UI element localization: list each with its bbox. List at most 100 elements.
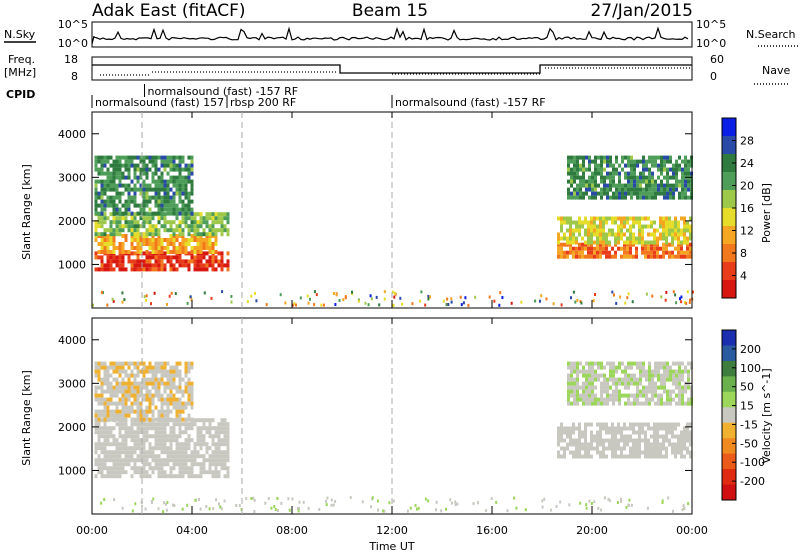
heatmap-cell: [169, 393, 173, 398]
heatmap-cell: [124, 211, 128, 216]
heatmap-cell: [154, 381, 158, 386]
heatmap-cell: [163, 442, 167, 447]
heatmap-cell: [109, 426, 113, 431]
heatmap-cell: [590, 216, 593, 221]
heatmap-cell: [103, 155, 107, 160]
colorbar-swatch: [722, 136, 736, 155]
heatmap-cell: [588, 175, 591, 180]
heatmap-speck: [592, 299, 595, 303]
heatmap-cell: [642, 361, 645, 366]
heatmap-cell: [223, 430, 227, 435]
heatmap-cell: [118, 466, 122, 471]
heatmap-speck: [607, 497, 610, 501]
heatmap-cell: [190, 238, 194, 242]
heatmap-cell: [175, 397, 179, 402]
heatmap-cell: [187, 434, 191, 439]
heatmap-speck: [687, 502, 690, 506]
heatmap-cell: [211, 462, 215, 467]
heatmap-cell: [148, 195, 152, 200]
heatmap-cell: [615, 159, 618, 164]
heatmap-cell: [163, 385, 167, 390]
heatmap-cell: [109, 373, 113, 378]
heatmap-cell: [633, 187, 636, 192]
heatmap-cell: [172, 250, 176, 254]
heatmap-cell: [178, 389, 182, 394]
heatmap-cell: [106, 470, 110, 475]
heatmap-cell: [202, 267, 206, 272]
heatmap-cell: [596, 250, 599, 255]
heatmap-cell: [103, 434, 107, 439]
heatmap-cell: [226, 430, 230, 435]
heatmap-cell: [596, 242, 599, 247]
heatmap-speck: [451, 501, 453, 505]
heatmap-cell: [584, 430, 587, 435]
heatmap-cell: [130, 446, 134, 451]
heatmap-cell: [109, 220, 113, 225]
heatmap-speck: [371, 496, 374, 500]
heatmap-cell: [154, 228, 158, 233]
heatmap-cell: [127, 385, 131, 390]
heatmap-cell: [151, 470, 155, 475]
heatmap-cell: [584, 438, 587, 443]
heatmap-cell: [669, 401, 672, 406]
heatmap-cell: [578, 246, 581, 251]
heatmap-cell: [653, 446, 656, 451]
heatmap-cell: [663, 401, 666, 406]
heatmap-cell: [597, 167, 600, 172]
heatmap-cell: [151, 246, 155, 250]
heatmap-cell: [627, 373, 630, 378]
heatmap-cell: [220, 426, 224, 431]
heatmap-cell: [124, 381, 128, 386]
heatmap-speck: [429, 295, 432, 299]
heatmap-cell: [109, 187, 113, 192]
heatmap-speck: [165, 502, 167, 506]
heatmap-cell: [184, 220, 188, 225]
heatmap-cell: [148, 361, 152, 366]
heatmap-cell: [632, 240, 635, 245]
colorbar-swatch: [722, 280, 736, 299]
heatmap-cell: [106, 369, 110, 374]
heatmap-cell: [657, 369, 660, 374]
heatmap-cell: [605, 236, 608, 241]
heatmap-cell: [576, 159, 579, 164]
heatmap-cell: [160, 381, 164, 386]
heatmap-speck: [435, 508, 437, 512]
heatmap-cell: [675, 401, 678, 406]
heatmap-cell: [687, 171, 690, 176]
heatmap-cell: [118, 171, 122, 176]
cpid-segment-label: normalsound (fast) 157: [95, 96, 224, 109]
heatmap-cell: [160, 211, 164, 216]
heatmap-cell: [133, 175, 137, 180]
heatmap-cell: [572, 220, 575, 225]
heatmap-cell: [660, 159, 663, 164]
heatmap-cell: [133, 191, 137, 196]
heatmap-speck: [555, 505, 558, 508]
nsky-label: N.Sky: [4, 28, 36, 41]
heatmap-speck: [245, 497, 248, 500]
heatmap-cell: [187, 207, 191, 212]
heatmap-cell: [157, 228, 161, 233]
heatmap-cell: [660, 163, 663, 168]
heatmap-cell: [187, 454, 191, 459]
heatmap-cell: [196, 418, 200, 423]
heatmap-cell: [178, 434, 182, 439]
heatmap-cell: [118, 426, 122, 431]
heatmap-cell: [169, 458, 173, 463]
heatmap-cell: [644, 240, 647, 245]
heatmap-cell: [684, 155, 687, 160]
heatmap-cell: [109, 179, 113, 184]
heatmap-cell: [662, 216, 665, 221]
heatmap-cell: [157, 238, 161, 242]
heatmap-cell: [163, 369, 167, 374]
heatmap-cell: [217, 251, 221, 256]
heatmap-cell: [560, 250, 563, 255]
heatmap-cell: [154, 187, 158, 192]
heatmap-cell: [193, 212, 197, 217]
heatmap-cell: [139, 470, 143, 475]
heatmap-cell: [196, 238, 200, 242]
heatmap-cell: [594, 179, 597, 184]
heatmap-cell: [205, 246, 209, 250]
heatmap-cell: [681, 393, 684, 398]
heatmap-speck: [440, 509, 443, 513]
heatmap-cell: [220, 450, 224, 455]
